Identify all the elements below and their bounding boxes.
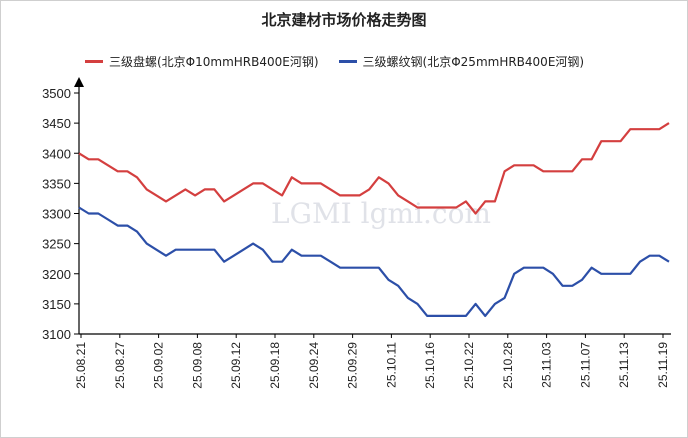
x-tick-label: 25.09.08 xyxy=(190,342,204,389)
legend-swatch-series-2 xyxy=(338,60,357,63)
x-tick-label: 25.10.11 xyxy=(384,342,398,388)
y-tick-label: 3250 xyxy=(42,237,71,252)
x-tick-label: 25.08.21 xyxy=(74,342,88,389)
y-tick-label: 3450 xyxy=(42,116,71,131)
chart-title: 北京建材市场价格走势图 xyxy=(261,11,427,29)
x-tick-label: 25.09.24 xyxy=(307,342,321,389)
x-tick-label: 25.11.19 xyxy=(656,342,670,388)
x-tick-label: 25.10.28 xyxy=(501,342,515,389)
x-tick-label: 25.11.13 xyxy=(617,342,631,388)
y-tick-label: 3100 xyxy=(42,327,71,342)
series-line-1 xyxy=(78,122,670,215)
x-tick-label: 25.09.18 xyxy=(268,342,282,389)
y-tick-label: 3500 xyxy=(42,86,71,101)
y-tick-label: 3200 xyxy=(42,267,71,282)
watermark: LGMI lgmi.com xyxy=(271,197,491,230)
x-tick-label: 25.09.12 xyxy=(229,342,243,389)
x-tick-label: 25.11.07 xyxy=(578,342,592,388)
x-tick-label: 25.10.22 xyxy=(462,342,476,389)
legend-swatch-series-1 xyxy=(85,60,103,63)
y-tick-label: 3350 xyxy=(42,176,71,191)
series-line-2 xyxy=(78,206,670,317)
y-tick-label: 3400 xyxy=(42,146,71,161)
y-tick-label: 3150 xyxy=(42,297,71,312)
legend-label-series-2: 三级螺纹钢(北京Φ25mmHRB400E河钢) xyxy=(362,55,585,69)
legend-item-series-2[interactable]: 三级螺纹钢(北京Φ25mmHRB400E河钢) xyxy=(338,53,585,70)
x-tick-label: 25.08.27 xyxy=(113,342,127,389)
chart-legend: 三级盘螺(北京Φ10mmHRB400E河钢) 三级螺纹钢(北京Φ25mmHRB4… xyxy=(85,53,584,70)
legend-label-series-1: 三级盘螺(北京Φ10mmHRB400E河钢) xyxy=(109,55,319,69)
y-tick-label: 3300 xyxy=(42,207,71,222)
legend-item-series-1[interactable]: 三级盘螺(北京Φ10mmHRB400E河钢) xyxy=(85,53,319,70)
x-tick-label: 25.11.03 xyxy=(540,342,554,388)
y-axis-arrow xyxy=(74,77,84,87)
x-tick-label: 25.09.29 xyxy=(346,342,360,389)
x-tick-label: 25.09.02 xyxy=(152,342,166,389)
x-tick-label: 25.10.16 xyxy=(423,342,437,389)
